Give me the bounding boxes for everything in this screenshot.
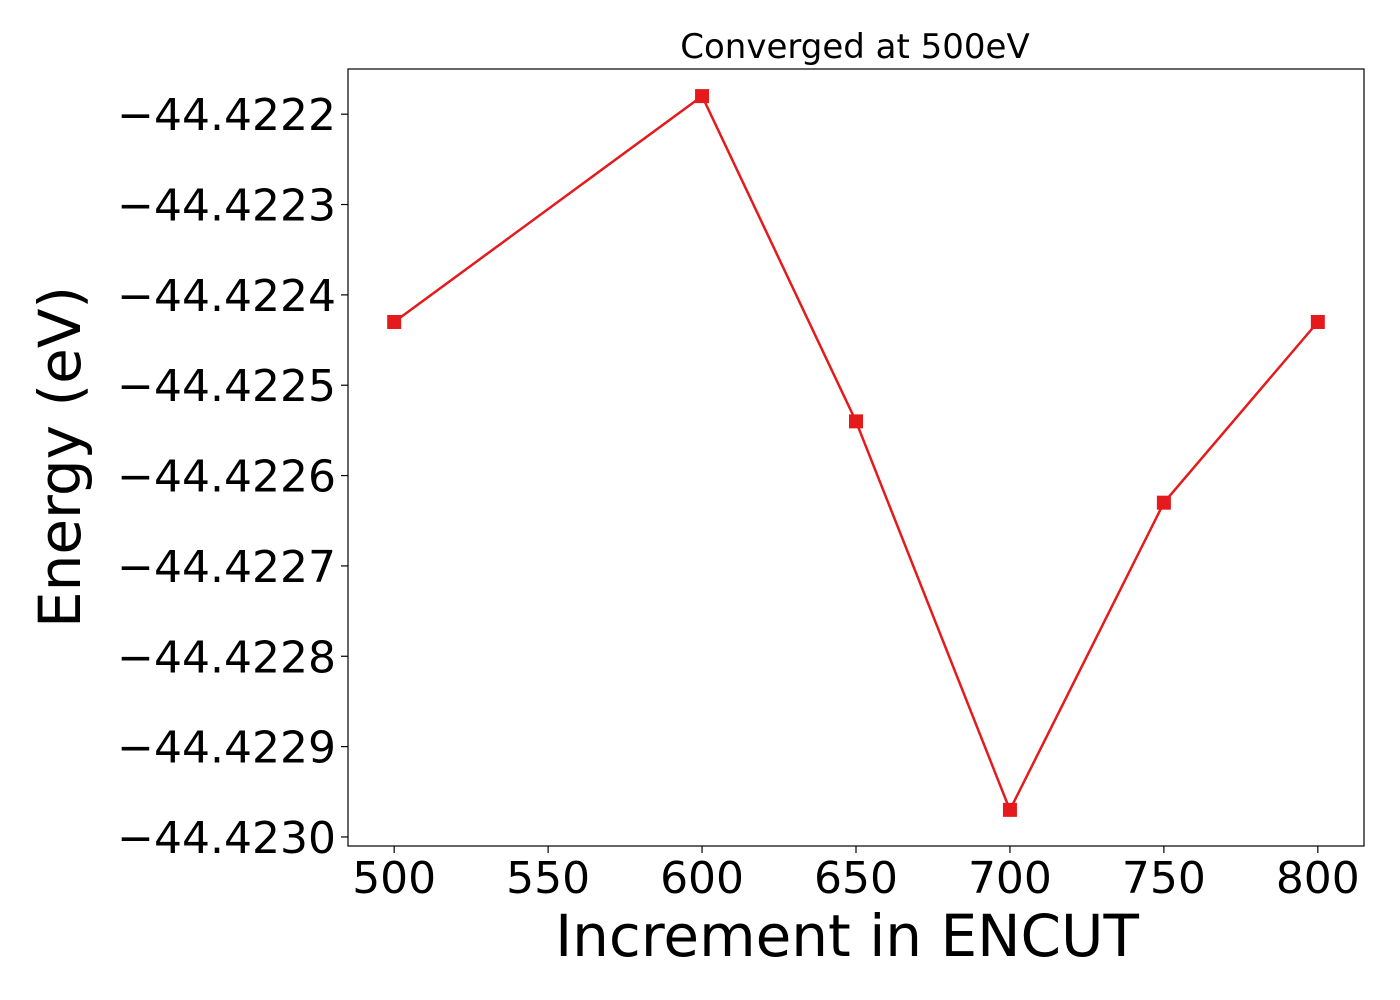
y-axis-ticks: −44.4222 −44.4223 −44.4224 −44.4225 −44.4226… (117, 90, 348, 864)
x-tick-label: 700 (968, 853, 1052, 904)
y-tick-label: −44.4228 (117, 632, 336, 683)
y-tick-label: −44.4226 (117, 452, 336, 503)
x-tick-label: 750 (1122, 853, 1206, 904)
x-axis-label: Increment in ENCUT (555, 902, 1139, 970)
data-point-marker (1310, 314, 1325, 329)
x-tick-label: 650 (814, 853, 898, 904)
data-point-marker (1156, 495, 1171, 510)
data-point-marker (849, 414, 863, 429)
data-point-marker (387, 314, 402, 329)
y-tick-label: −44.4225 (117, 361, 336, 412)
series-markers (387, 89, 1325, 817)
y-tick-label: −44.4227 (117, 542, 336, 593)
x-tick-label: 800 (1276, 853, 1360, 904)
plot-area-frame (347, 68, 1365, 847)
data-point-marker (695, 89, 710, 104)
x-tick-label: 600 (660, 853, 744, 904)
x-axis-ticks: 500 550 600 650 700 750 800 (352, 846, 1360, 904)
y-tick-label: −44.4224 (117, 271, 336, 322)
data-point-marker (1002, 802, 1017, 817)
y-tick-label: −44.4222 (117, 90, 336, 141)
x-tick-label: 550 (506, 853, 590, 904)
y-tick-label: −44.4229 (117, 723, 336, 774)
y-tick-label: −44.4223 (117, 181, 336, 232)
y-tick-label: −44.4230 (117, 813, 336, 864)
series-line (393, 94, 1319, 812)
chart-title: Converged at 500eV (680, 27, 1029, 67)
x-tick-label: 500 (352, 853, 436, 904)
y-axis-label: Energy (eV) (26, 286, 94, 628)
